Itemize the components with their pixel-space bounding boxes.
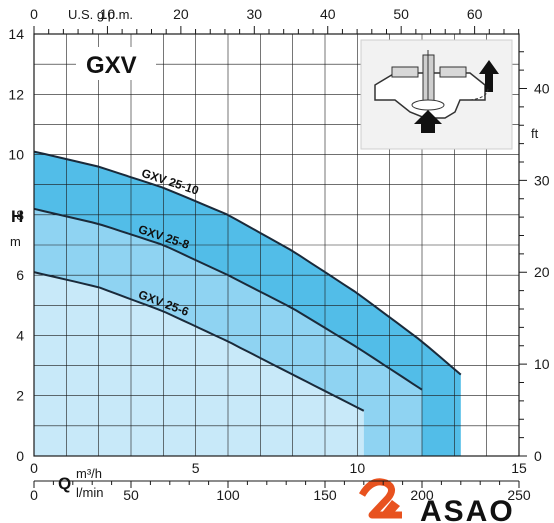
y-axis-symbol: H	[11, 207, 23, 226]
title-box	[76, 47, 156, 80]
x-lmin-tick-label: 100	[216, 487, 240, 503]
logo-text: ASAO	[420, 495, 515, 523]
right-ft-tick-label: 20	[534, 264, 550, 280]
x-lmin-tick-label: 200	[410, 487, 434, 503]
x-tick-label: 5	[192, 460, 200, 476]
x-tick-label: 15	[511, 460, 527, 476]
plot-frame	[33, 33, 520, 457]
top-gpm-tick-label: 20	[173, 6, 189, 22]
x-lmin-tick-label: 0	[30, 487, 38, 503]
y-tick-label: 0	[16, 448, 24, 464]
x-tick-label: 10	[350, 460, 366, 476]
top-gpm-tick-label: 50	[393, 6, 409, 22]
right-ft-tick-label: 30	[534, 172, 550, 188]
curve-gxv-25-6	[33, 271, 365, 412]
range-band-25-10	[34, 151, 461, 456]
x-lmin-tick-label: 250	[507, 487, 531, 503]
range-band-25-6	[34, 272, 364, 456]
y-tick-label: 8	[16, 207, 24, 223]
top-axis-unit: U.S. g.p.m.	[68, 7, 133, 22]
y-axis-unit: m	[10, 234, 21, 249]
top-gpm-tick-label: 30	[247, 6, 263, 22]
top-gpm-tick-label: 40	[320, 6, 336, 22]
x-lmin-tick-label: 150	[313, 487, 337, 503]
top-gpm-tick-label: 0	[30, 6, 38, 22]
y-tick-label: 2	[16, 388, 24, 404]
y-tick-label: 14	[8, 26, 24, 42]
x-tick-label: 0	[30, 460, 38, 476]
top-gpm-tick-label: 60	[467, 6, 483, 22]
right-ft-tick-label: 40	[534, 80, 550, 96]
chart-title: GXV	[86, 52, 137, 79]
asao-logo: ASAO	[358, 478, 515, 523]
x-axis-lmin-unit: l/min	[76, 485, 103, 500]
curve-gxv-25-8	[33, 207, 423, 391]
performance-curves	[33, 150, 462, 412]
top-gpm-tick-label: 10	[100, 6, 116, 22]
pump-diagram-icon	[360, 39, 513, 150]
x-axis-unit: m³/h	[76, 466, 102, 481]
y-tick-label: 6	[16, 267, 24, 283]
operating-ranges	[34, 151, 461, 456]
x-axis-symbol: Q	[58, 474, 71, 493]
y-tick-label: 4	[16, 327, 24, 343]
curve-gxv-25-10	[33, 150, 462, 376]
right-ft-tick-label: 10	[534, 356, 550, 372]
x-lmin-tick-label: 50	[123, 487, 139, 503]
right-ft-tick-label: 0	[534, 448, 542, 464]
right-axis-unit: ft	[531, 126, 539, 141]
y-tick-label: 12	[8, 86, 24, 102]
y-tick-label: 10	[8, 147, 24, 163]
